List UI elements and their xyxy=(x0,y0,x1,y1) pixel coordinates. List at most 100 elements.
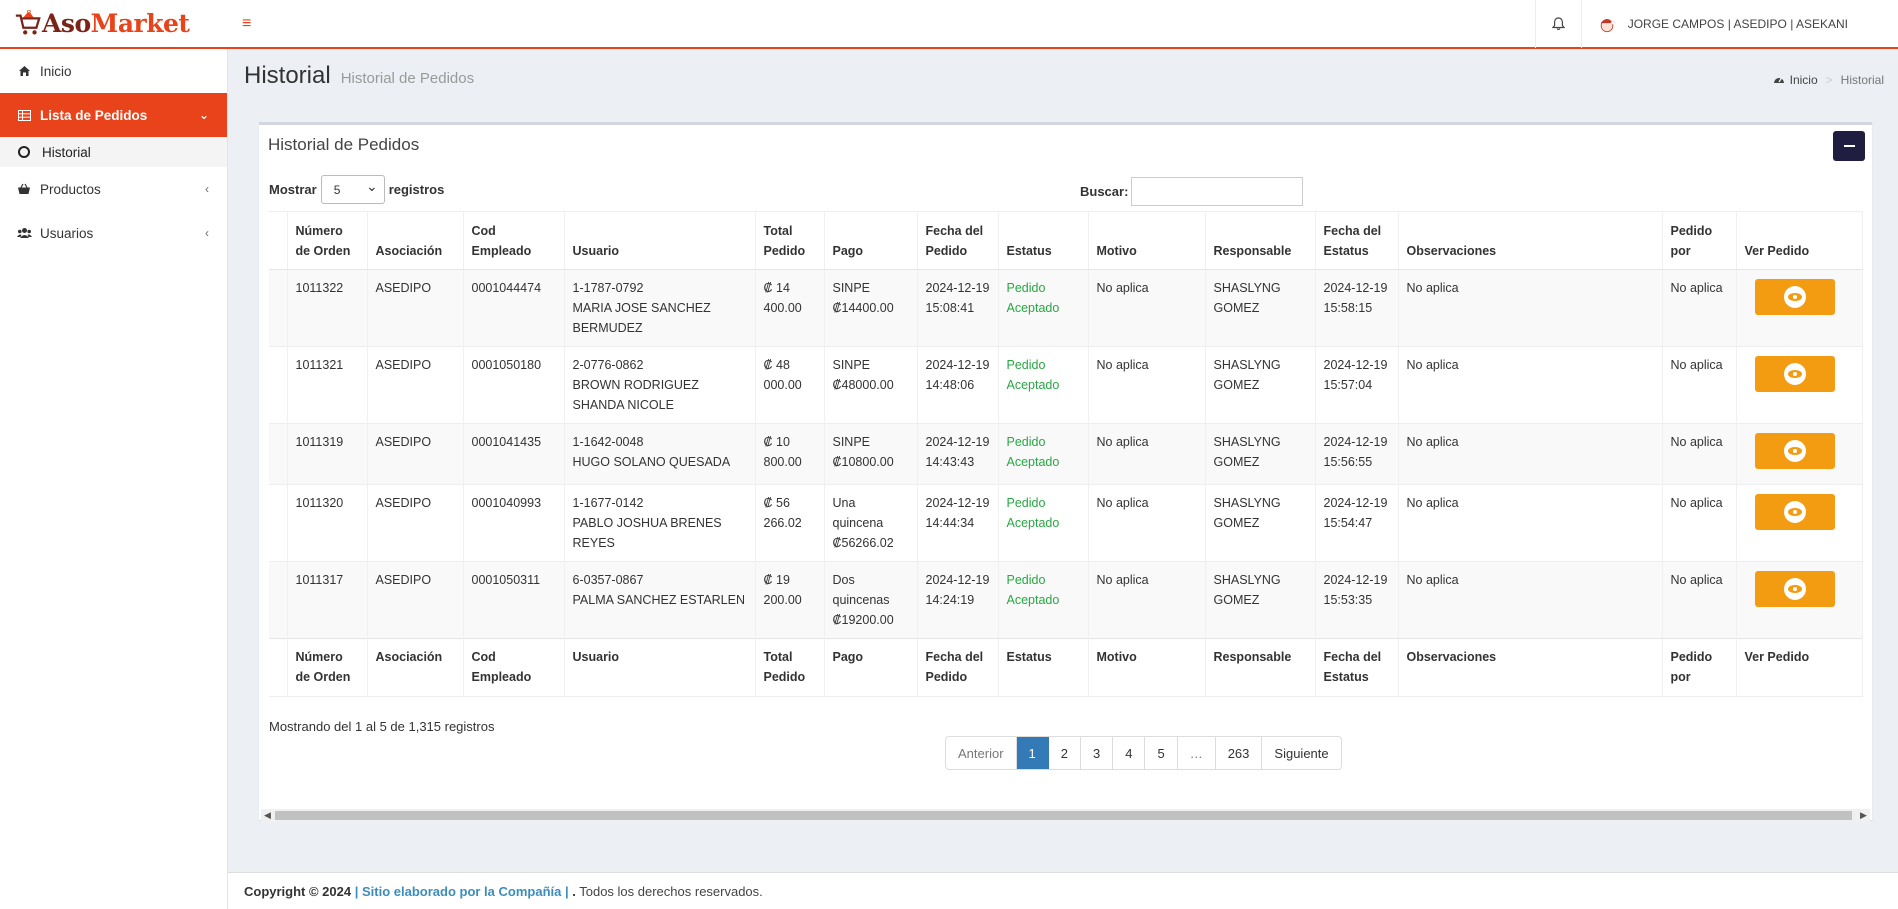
column-header-motivo[interactable]: Motivo xyxy=(1088,211,1206,270)
eye-icon xyxy=(1783,363,1806,385)
cell-usuario: 1-1787-0792 MARIA JOSE SANCHEZ BERMUDEZ xyxy=(564,269,756,347)
usuario-id: 6-0357-0867 xyxy=(572,573,644,587)
table-row: 1011320 ASEDIPO 0001040993 1-1677-0142 PA… xyxy=(269,484,1863,562)
cell-orden: 1011320 xyxy=(287,484,368,562)
cell-estatus: Pedido Aceptado xyxy=(998,423,1089,485)
cell-observaciones: No aplica xyxy=(1398,269,1663,347)
cell-cod: 0001044474 xyxy=(463,269,565,347)
cell-motivo: No aplica xyxy=(1088,484,1206,562)
cell-observaciones: No aplica xyxy=(1398,484,1663,562)
column-header-estatus[interactable]: Estatus xyxy=(998,211,1089,270)
column-header-observaciones[interactable]: Observaciones xyxy=(1398,211,1663,270)
cell-orden: 1011317 xyxy=(287,561,368,639)
pagination-page-5[interactable]: 5 xyxy=(1145,737,1178,769)
notifications-bell-icon[interactable] xyxy=(1534,0,1581,48)
pagination-page-4[interactable]: 4 xyxy=(1113,737,1146,769)
view-order-button[interactable] xyxy=(1754,356,1835,392)
table-row: 1011319 ASEDIPO 0001041435 1-1642-0048 HU… xyxy=(269,423,1863,485)
search-input[interactable] xyxy=(1131,177,1304,206)
cell-usuario: 1-1642-0048 HUGO SOLANO QUESADA xyxy=(564,423,756,485)
table-header-row: Número de Orden Asociación Cod Empleado … xyxy=(269,211,1863,270)
breadcrumb-home-link[interactable]: Inicio xyxy=(1789,73,1818,87)
cell-estatus: Pedido Aceptado xyxy=(998,346,1089,424)
column-footer-estatus: Estatus xyxy=(998,638,1089,697)
row-spacer xyxy=(269,269,288,347)
collapse-box-button[interactable] xyxy=(1833,131,1865,161)
cell-fecha-estatus: 2024-12-19 15:56:55 xyxy=(1315,423,1399,485)
table-row: 1011321 ASEDIPO 0001050180 2-0776-0862 BR… xyxy=(269,346,1863,424)
breadcrumb-current: Historial xyxy=(1840,73,1884,87)
pagination-page-3[interactable]: 3 xyxy=(1081,737,1114,769)
column-footer-ver-pedido: Ver Pedido xyxy=(1736,638,1863,697)
cell-estatus: Pedido Aceptado xyxy=(998,484,1089,562)
usuario-id: 1-1787-0792 xyxy=(572,281,644,295)
logo[interactable]: AsoMarket xyxy=(0,0,228,48)
cell-asociacion: ASEDIPO xyxy=(367,423,464,485)
view-order-button[interactable] xyxy=(1754,494,1835,530)
column-header-fecha-pedido[interactable]: Fecha del Pedido xyxy=(917,211,999,270)
table-footer-row: Número de Orden Asociación Cod Empleado … xyxy=(269,638,1863,697)
column-header-fecha-estatus[interactable]: Fecha del Estatus xyxy=(1315,211,1399,270)
scrollbar-thumb[interactable] xyxy=(275,811,1852,820)
pagination-page-1[interactable]: 1 xyxy=(1016,737,1049,769)
sidebar-item-label: Usuarios xyxy=(40,225,94,241)
user-menu[interactable]: JORGE CAMPOS | ASEDIPO | ASEKANI xyxy=(1580,0,1898,48)
sidebar-item-inicio[interactable]: Inicio xyxy=(0,49,227,93)
search-label: Buscar: xyxy=(1080,184,1129,199)
search-control: Buscar: xyxy=(1080,177,1304,206)
sidebar-item-usuarios[interactable]: Usuarios ‹ xyxy=(0,211,227,255)
column-footer-fecha-pedido: Fecha del Pedido xyxy=(917,638,999,697)
usuario-nombre: PALMA SANCHEZ ESTARLEN xyxy=(572,593,746,607)
pagination-page-2[interactable]: 2 xyxy=(1049,737,1081,769)
column-header-usuario[interactable]: Usuario xyxy=(564,211,756,270)
pagination-next[interactable]: Siguiente xyxy=(1274,745,1329,761)
menu-toggle-icon[interactable]: ≡ xyxy=(242,14,252,32)
column-header-responsable[interactable]: Responsable xyxy=(1205,211,1316,270)
footer-copyright: Copyright © 2024 xyxy=(244,883,352,899)
table-row: 1011322 ASEDIPO 0001044474 1-1787-0792 MA… xyxy=(269,269,1863,347)
scroll-left-icon[interactable]: ◀ xyxy=(264,810,271,820)
sidebar-item-label: Inicio xyxy=(40,63,72,79)
horizontal-scrollbar[interactable]: ◀ ▶ xyxy=(261,809,1870,822)
cell-pago: SINPE ₡10800.00 xyxy=(824,423,918,485)
column-footer-usuario: Usuario xyxy=(564,638,756,697)
cell-observaciones: No aplica xyxy=(1398,561,1663,639)
column-header-pedido-por[interactable]: Pedido por xyxy=(1662,211,1737,270)
column-header-pago[interactable]: Pago xyxy=(824,211,918,270)
eye-icon xyxy=(1783,501,1806,523)
row-spacer xyxy=(269,346,288,424)
chevron-down-icon: ⌄ xyxy=(198,108,209,122)
cell-cod: 0001041435 xyxy=(463,423,565,485)
pagination-page-263[interactable]: 263 xyxy=(1216,737,1263,769)
row-spacer xyxy=(269,423,288,485)
column-header-orden[interactable]: Número de Orden xyxy=(287,211,368,270)
view-order-button[interactable] xyxy=(1754,433,1835,469)
footer-company-link[interactable]: Sitio elaborado por la Compañía xyxy=(361,883,562,899)
cell-responsable: SHASLYNG GOMEZ xyxy=(1205,561,1316,639)
cell-pedido-por: No aplica xyxy=(1662,269,1737,347)
column-header-total[interactable]: Total Pedido xyxy=(755,211,825,270)
sidebar-item-lista-de-pedidos[interactable]: Lista de Pedidos ⌄ xyxy=(0,93,227,137)
scroll-right-icon[interactable]: ▶ xyxy=(1860,810,1867,820)
column-footer-responsable: Responsable xyxy=(1205,638,1316,697)
sidebar-subitem-historial[interactable]: Historial xyxy=(0,137,227,167)
column-header-cod-empleado[interactable]: Cod Empleado xyxy=(463,211,565,270)
pagination-previous[interactable]: Anterior xyxy=(946,737,1017,769)
cell-orden: 1011319 xyxy=(287,423,368,485)
sidebar: Inicio Lista de Pedidos ⌄ Historial Prod… xyxy=(0,49,228,909)
cell-pedido-por: No aplica xyxy=(1662,484,1737,562)
sidebar-item-productos[interactable]: Productos ‹ xyxy=(0,167,227,211)
column-footer-pedido-por: Pedido por xyxy=(1662,638,1737,697)
column-header-asociacion[interactable]: Asociación xyxy=(367,211,464,270)
cell-ver-pedido xyxy=(1736,269,1863,347)
view-order-button[interactable] xyxy=(1754,571,1835,607)
cell-motivo: No aplica xyxy=(1088,269,1206,347)
cell-total: ₡ 56 266.02 xyxy=(755,484,825,562)
row-spacer xyxy=(269,561,288,639)
column-footer-orden: Número de Orden xyxy=(287,638,368,697)
cell-total: ₡ 19 200.00 xyxy=(755,561,825,639)
page-length-select[interactable]: 5 xyxy=(320,175,385,204)
page-length-value: 5 xyxy=(333,182,341,197)
view-order-button[interactable] xyxy=(1754,279,1835,315)
column-header-ver-pedido[interactable]: Ver Pedido xyxy=(1736,211,1863,270)
